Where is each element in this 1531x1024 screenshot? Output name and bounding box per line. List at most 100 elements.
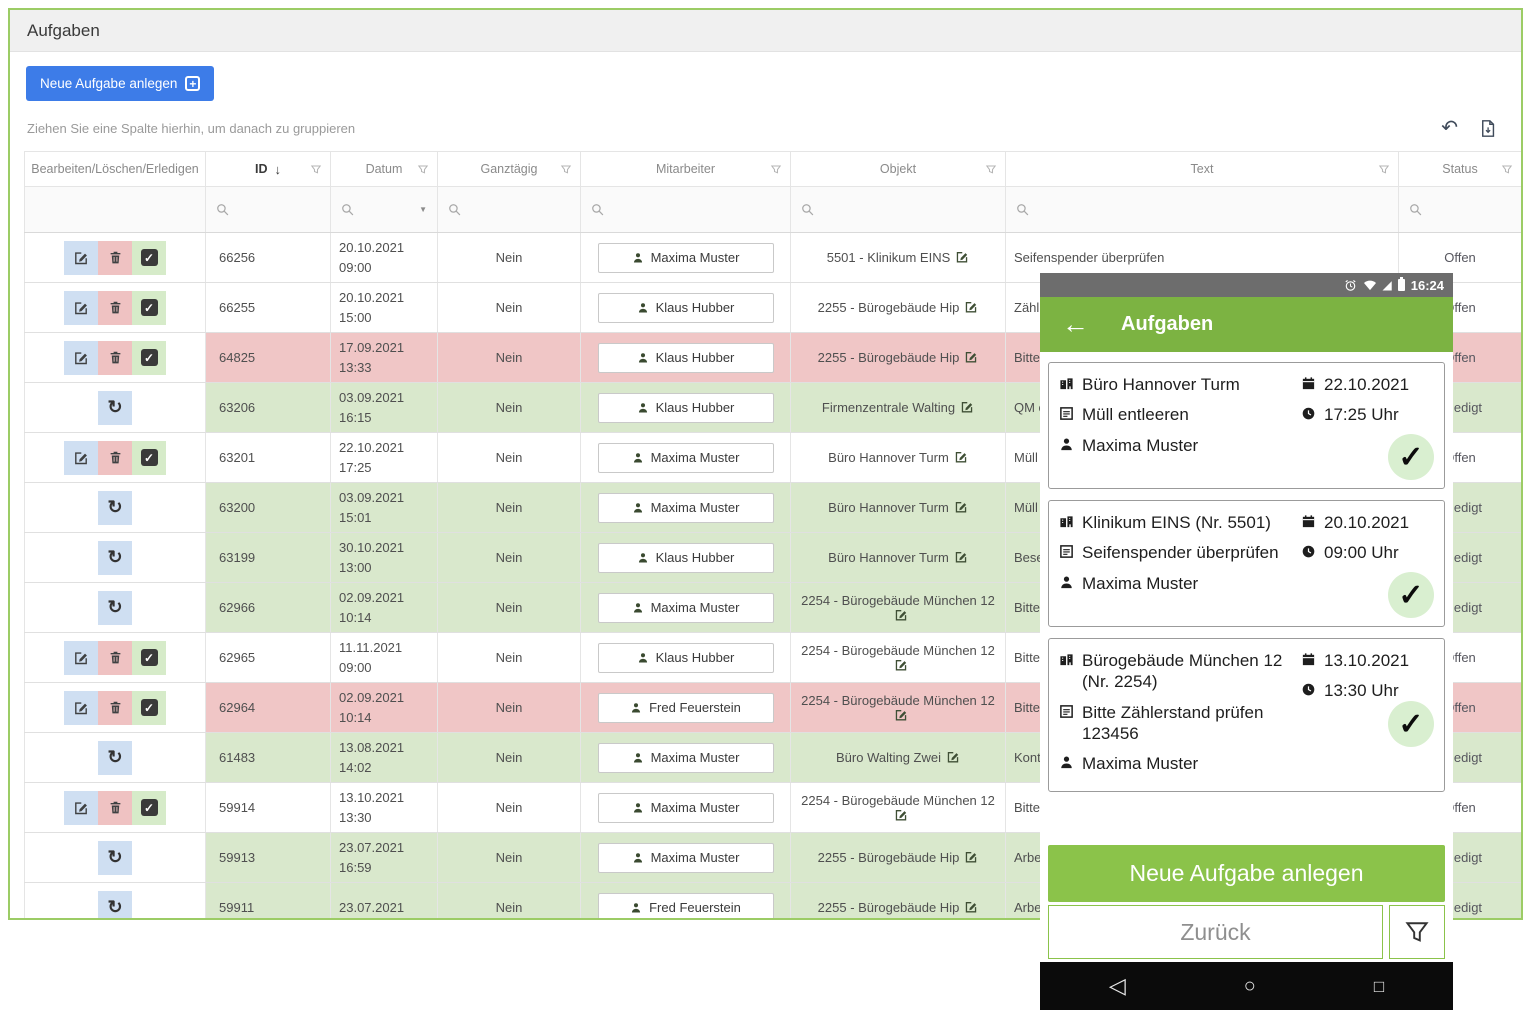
delete-button[interactable] — [98, 790, 132, 825]
new-task-button[interactable]: Neue Aufgabe anlegen + — [26, 66, 215, 101]
reopen-button[interactable]: ↻ — [98, 540, 132, 575]
employee-button[interactable]: Maxima Muster — [597, 842, 774, 873]
filter-funnel-icon[interactable] — [1501, 163, 1513, 175]
filter-funnel-icon[interactable] — [985, 163, 997, 175]
delete-button[interactable] — [98, 290, 132, 325]
undo-icon[interactable]: ↶ — [1441, 117, 1458, 139]
filter-input-status[interactable] — [1398, 186, 1521, 233]
filter-funnel-icon[interactable] — [1378, 163, 1390, 175]
object-edit-icon[interactable] — [954, 500, 968, 514]
sort-desc-icon[interactable]: ↓ — [274, 161, 282, 177]
nav-recents-icon[interactable]: □ — [1373, 976, 1385, 996]
object-edit-icon[interactable] — [960, 400, 974, 414]
complete-button[interactable]: ✓ — [132, 690, 166, 725]
filter-input-datum[interactable]: ▼ — [330, 186, 438, 233]
object-edit-icon[interactable] — [954, 550, 968, 564]
back-arrow-icon[interactable]: ← — [1062, 309, 1089, 339]
object-edit-icon[interactable] — [946, 750, 960, 764]
employee-button[interactable]: Klaus Hubber — [597, 292, 774, 323]
task-card[interactable]: Büro Hannover Turm Müll entleeren Maxima… — [1048, 362, 1445, 489]
filter-input-id[interactable] — [205, 186, 331, 233]
filter-funnel-icon[interactable] — [417, 163, 429, 175]
edit-button[interactable] — [64, 790, 98, 825]
task-date: 11.11.2021 — [339, 640, 403, 655]
task-done-check[interactable]: ✓ — [1388, 701, 1434, 748]
edit-button[interactable] — [64, 640, 98, 675]
column-header-objekt[interactable]: Objekt — [790, 151, 1006, 187]
filter-input-ganztaegig[interactable] — [437, 186, 581, 233]
object-edit-icon[interactable] — [964, 300, 978, 314]
column-header-mitarbeiter[interactable]: Mitarbeiter — [580, 151, 791, 187]
employee-button[interactable]: Fred Feuerstein — [597, 892, 774, 918]
person-icon — [632, 902, 641, 912]
delete-button[interactable] — [98, 690, 132, 725]
reopen-button[interactable]: ↻ — [98, 840, 132, 875]
delete-button[interactable] — [98, 440, 132, 475]
object-edit-icon[interactable] — [894, 808, 908, 822]
object-edit-icon[interactable] — [964, 850, 978, 864]
edit-button[interactable] — [64, 340, 98, 375]
export-file-icon[interactable] — [1478, 119, 1497, 138]
employee-button[interactable]: Maxima Muster — [597, 742, 774, 773]
object-edit-icon[interactable] — [894, 658, 908, 672]
employee-button[interactable]: Klaus Hubber — [597, 342, 774, 373]
edit-button[interactable] — [64, 440, 98, 475]
task-done-check[interactable]: ✓ — [1388, 434, 1434, 480]
complete-button[interactable]: ✓ — [132, 240, 166, 275]
column-header-id[interactable]: ID ↓ — [205, 151, 331, 187]
filter-funnel-icon[interactable] — [560, 163, 572, 175]
filter-input-text[interactable] — [1005, 186, 1399, 233]
reopen-button[interactable]: ↻ — [98, 490, 132, 525]
caret-down-icon[interactable]: ▼ — [419, 205, 427, 214]
object-edit-icon[interactable] — [955, 250, 969, 264]
phone-back-button[interactable]: Zurück — [1048, 905, 1383, 959]
phone-new-task-button[interactable]: Neue Aufgabe anlegen — [1048, 845, 1445, 902]
edit-button[interactable] — [64, 240, 98, 275]
object-edit-icon[interactable] — [954, 450, 968, 464]
complete-button[interactable]: ✓ — [132, 440, 166, 475]
nav-back-icon[interactable]: ◁ — [1108, 973, 1126, 998]
employee-button[interactable]: Maxima Muster — [597, 242, 774, 273]
object-edit-icon[interactable] — [894, 708, 908, 722]
complete-button[interactable]: ✓ — [132, 790, 166, 825]
filter-funnel-icon[interactable] — [770, 163, 782, 175]
filter-funnel-icon[interactable] — [310, 163, 322, 175]
reopen-button[interactable]: ↻ — [98, 890, 132, 918]
reopen-button[interactable]: ↻ — [98, 740, 132, 775]
employee-button[interactable]: Maxima Muster — [597, 442, 774, 473]
task-card[interactable]: Klinikum EINS (Nr. 5501) Seifenspender ü… — [1048, 500, 1445, 627]
filter-input-mitarbeiter[interactable] — [580, 186, 791, 233]
complete-button[interactable]: ✓ — [132, 640, 166, 675]
employee-button[interactable]: Maxima Muster — [597, 492, 774, 523]
filter-input-objekt[interactable] — [790, 186, 1006, 233]
employee-button[interactable]: Maxima Muster — [597, 792, 774, 823]
reopen-button[interactable]: ↻ — [98, 590, 132, 625]
reopen-button[interactable]: ↻ — [98, 390, 132, 425]
trash-icon — [110, 301, 120, 314]
column-header-ganztaegig[interactable]: Ganztägig — [437, 151, 581, 187]
employee-button[interactable]: Klaus Hubber — [597, 642, 774, 673]
task-done-check[interactable]: ✓ — [1388, 572, 1434, 618]
nav-home-icon[interactable]: ○ — [1243, 975, 1256, 997]
employee-button[interactable]: Klaus Hubber — [597, 392, 774, 423]
complete-button[interactable]: ✓ — [132, 340, 166, 375]
object-edit-icon[interactable] — [894, 608, 908, 622]
object-edit-icon[interactable] — [964, 350, 978, 364]
phone-filter-button[interactable] — [1389, 905, 1445, 959]
task-id: 64825 — [205, 332, 331, 383]
column-header-status[interactable]: Status — [1398, 151, 1521, 187]
employee-button[interactable]: Fred Feuerstein — [597, 692, 774, 723]
edit-button[interactable] — [64, 690, 98, 725]
delete-button[interactable] — [98, 240, 132, 275]
column-header-datum[interactable]: Datum — [330, 151, 438, 187]
delete-button[interactable] — [98, 640, 132, 675]
column-header-text[interactable]: Text — [1005, 151, 1399, 187]
complete-button[interactable]: ✓ — [132, 290, 166, 325]
task-time: 09:00 — [339, 659, 372, 675]
task-card[interactable]: Bürogebäude München 12 (Nr. 2254) Bitte … — [1048, 638, 1445, 793]
edit-button[interactable] — [64, 290, 98, 325]
employee-button[interactable]: Maxima Muster — [597, 592, 774, 623]
object-edit-icon[interactable] — [964, 900, 978, 914]
delete-button[interactable] — [98, 340, 132, 375]
employee-button[interactable]: Klaus Hubber — [597, 542, 774, 573]
